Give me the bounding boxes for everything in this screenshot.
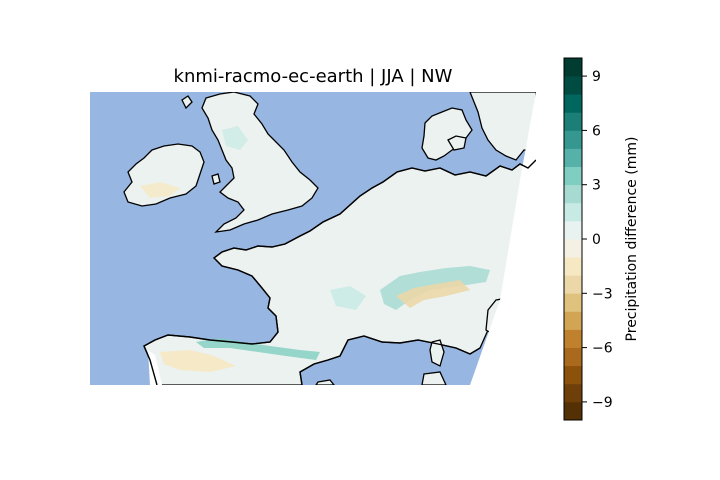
- map-title: knmi-racmo-ec-earth | JJA | NW: [174, 66, 453, 87]
- iberia-dry-patch: [160, 350, 236, 372]
- hebrides-island: [181, 95, 193, 110]
- no-data-region-southwest: [148, 350, 162, 385]
- colorbar-swatch: [564, 329, 582, 348]
- colorbar-swatch: [564, 365, 582, 385]
- map-panel: [90, 92, 536, 385]
- colorbar-swatch: [564, 257, 582, 276]
- pyrenees-positive-patch: [196, 338, 320, 360]
- ireland-dry-patch: [140, 182, 180, 198]
- colorbar-swatch: [564, 94, 582, 113]
- colorbar-tick-label: 9: [592, 69, 601, 85]
- no-data-region-east: [470, 92, 536, 385]
- colorbar-swatch: [564, 130, 582, 149]
- colorbar-tick-label: 3: [592, 178, 601, 194]
- coastline-mediterranean: [299, 335, 481, 385]
- britain-wet-patch: [222, 126, 248, 150]
- isle-of-man: [211, 173, 221, 185]
- colorbar-swatch: [564, 293, 582, 312]
- colorbar-swatch: [564, 311, 582, 330]
- colorbar-swatch: [564, 184, 582, 204]
- coastline-continent: [143, 159, 536, 385]
- colorbar-tick-label: −3: [592, 286, 613, 302]
- sweden-land: [469, 92, 536, 161]
- colorbar-swatch: [564, 220, 582, 240]
- colorbar-swatch: [564, 148, 582, 167]
- colorbar-swatch: [564, 383, 582, 403]
- colorbar-swatch: [564, 76, 582, 95]
- colorbar-swatch: [564, 58, 582, 77]
- colorbar-swatch: [564, 166, 582, 186]
- great-britain-land: [201, 92, 319, 233]
- colorbar-ticks: 9 6 3 0 −3 −6 −9: [582, 69, 613, 411]
- colorbar-swatch: [564, 202, 582, 222]
- mallorca-island: [315, 379, 335, 385]
- colorbar-tick-label: 6: [592, 123, 601, 139]
- corsica-island: [429, 339, 445, 367]
- colorbar-tick-label: −9: [592, 395, 613, 411]
- colorbar-tick-label: −6: [592, 341, 613, 357]
- colorbar: 9 6 3 0 −3 −6 −9 Precipitation difference (mm): [563, 57, 640, 421]
- colorbar-swatch: [564, 239, 582, 258]
- colorbar-swatch: [564, 347, 582, 367]
- anomaly-patches: [140, 126, 490, 372]
- sardinia-island: [421, 371, 447, 385]
- colorbar-swatch: [564, 112, 582, 131]
- colorbar-swatch: [564, 275, 582, 294]
- colorbar-tick-label: 0: [592, 232, 601, 248]
- colorbar-swatch: [564, 401, 582, 421]
- alps-dry-patch: [396, 280, 470, 308]
- colorbar-label: Precipitation difference (mm): [624, 137, 640, 342]
- massif-central-patch: [330, 286, 366, 310]
- danish-island: [447, 135, 467, 151]
- colorbar-swatches: [564, 58, 582, 421]
